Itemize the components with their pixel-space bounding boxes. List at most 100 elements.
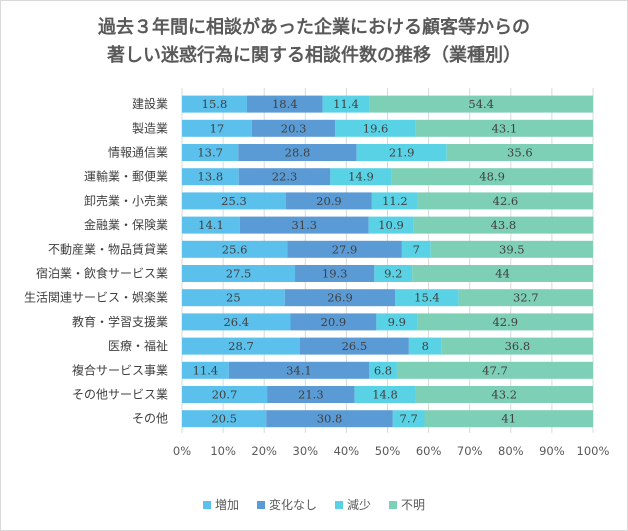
data-label: 25 xyxy=(226,291,241,305)
category-label: 生活関連サービス・娯楽業 xyxy=(24,291,168,305)
bar-segment xyxy=(182,216,240,234)
data-label: 28.7 xyxy=(228,339,254,353)
category-label: 卸売業・小売業 xyxy=(84,193,168,208)
bar-segment xyxy=(368,216,414,234)
bar-segment xyxy=(182,192,286,210)
data-label: 8 xyxy=(422,339,429,353)
bar-segment xyxy=(239,216,369,234)
bar-segment xyxy=(374,265,413,282)
chart-title-line-1: 過去３年間に相談があった企業における顧客等からの xyxy=(98,17,530,38)
data-label: 18.4 xyxy=(272,97,298,111)
category-label: その他サービス業 xyxy=(72,388,168,402)
bar-segment xyxy=(335,119,416,137)
data-label: 7 xyxy=(413,242,420,256)
data-label: 7.7 xyxy=(400,412,418,426)
bar-segment xyxy=(391,168,593,186)
data-label: 35.6 xyxy=(507,146,533,160)
data-label: 15.8 xyxy=(202,97,228,111)
legend-swatch xyxy=(389,500,398,509)
bar-segment xyxy=(408,337,442,355)
data-label: 20.9 xyxy=(316,194,342,208)
x-tick-label: 100% xyxy=(577,444,610,458)
bar-segment xyxy=(396,361,593,379)
bar-segment xyxy=(182,289,285,307)
category-label: 運輸業・郵便業 xyxy=(84,169,168,184)
data-label: 11.4 xyxy=(193,363,219,377)
bar-segment xyxy=(415,119,593,137)
bar-segment xyxy=(424,410,593,428)
data-label: 17 xyxy=(210,121,225,135)
legend-swatch xyxy=(202,500,211,509)
bar-segment xyxy=(182,265,296,282)
x-tick-label: 50% xyxy=(375,444,401,458)
bar-segment xyxy=(417,313,594,331)
data-label: 11.4 xyxy=(333,97,359,111)
data-label: 20.3 xyxy=(281,121,307,135)
data-label: 6.8 xyxy=(374,363,392,377)
legend-item: 変化なし xyxy=(256,496,317,513)
data-label: 25.6 xyxy=(222,242,248,256)
data-label: 15.4 xyxy=(414,291,440,305)
data-label: 28.8 xyxy=(285,146,311,160)
data-label: 10.9 xyxy=(378,218,404,232)
data-label: 42.6 xyxy=(493,194,519,208)
data-label: 14.1 xyxy=(198,218,224,232)
data-label: 32.7 xyxy=(513,291,539,305)
bar-segment xyxy=(430,240,593,258)
bar-segment xyxy=(182,337,300,355)
bar-segment xyxy=(415,386,593,403)
category-label: 複合サービス事業 xyxy=(72,362,168,377)
data-label: 43.1 xyxy=(492,121,518,135)
category-label: 不動産業・物品賃貸業 xyxy=(48,241,168,256)
bar-segment xyxy=(238,144,357,161)
legend-label: 不明 xyxy=(401,498,426,512)
x-tick-label: 40% xyxy=(334,444,360,458)
data-label: 47.7 xyxy=(482,363,508,377)
legend-label: 増加 xyxy=(214,498,239,512)
bar-segment xyxy=(376,313,418,331)
data-label: 19.6 xyxy=(363,121,389,135)
data-label: 44 xyxy=(495,267,510,281)
legend-item: 増加 xyxy=(202,496,239,513)
data-label: 14.8 xyxy=(372,388,398,402)
category-label: 建設業 xyxy=(132,96,168,111)
bar-segment xyxy=(369,95,593,113)
bar-segment xyxy=(238,168,331,186)
category-label: 教育・学習支援業 xyxy=(72,314,168,329)
data-label: 27.5 xyxy=(226,267,252,281)
data-label: 20.5 xyxy=(211,412,237,426)
data-label: 27.9 xyxy=(332,242,358,256)
data-label: 30.8 xyxy=(317,412,343,426)
data-label: 9.9 xyxy=(388,315,406,329)
bar-segment xyxy=(182,313,291,331)
bar-segment xyxy=(246,95,323,113)
legend-item: 不明 xyxy=(389,496,425,513)
data-label: 20.7 xyxy=(212,388,238,402)
legend-label: 変化なし xyxy=(268,498,317,512)
data-label: 21.3 xyxy=(298,388,324,402)
bar-segment xyxy=(441,337,593,355)
legend-item: 減少 xyxy=(335,496,371,513)
bar-segment xyxy=(182,144,239,161)
category-label: 製造業 xyxy=(132,121,168,135)
bar-segment xyxy=(284,289,396,307)
bar-segment xyxy=(392,410,425,428)
bar-segment xyxy=(412,265,593,282)
data-label: 11.2 xyxy=(382,194,408,208)
legend-swatch xyxy=(256,500,265,509)
bar-segment xyxy=(356,144,447,161)
bar-segment xyxy=(290,313,377,331)
bar-segment xyxy=(417,192,593,210)
bar-segment xyxy=(330,168,392,186)
bar-segment xyxy=(369,361,397,379)
x-tick-label: 30% xyxy=(293,444,319,458)
data-label: 34.1 xyxy=(286,363,312,377)
legend-label: 減少 xyxy=(347,498,372,512)
x-tick-label: 10% xyxy=(210,444,236,458)
bar-segment xyxy=(287,240,402,258)
x-tick-label: 20% xyxy=(251,444,277,458)
data-label: 25.3 xyxy=(221,194,247,208)
x-tick-label: 70% xyxy=(457,444,483,458)
bar-segment xyxy=(182,410,267,428)
bar-segment xyxy=(182,119,252,137)
